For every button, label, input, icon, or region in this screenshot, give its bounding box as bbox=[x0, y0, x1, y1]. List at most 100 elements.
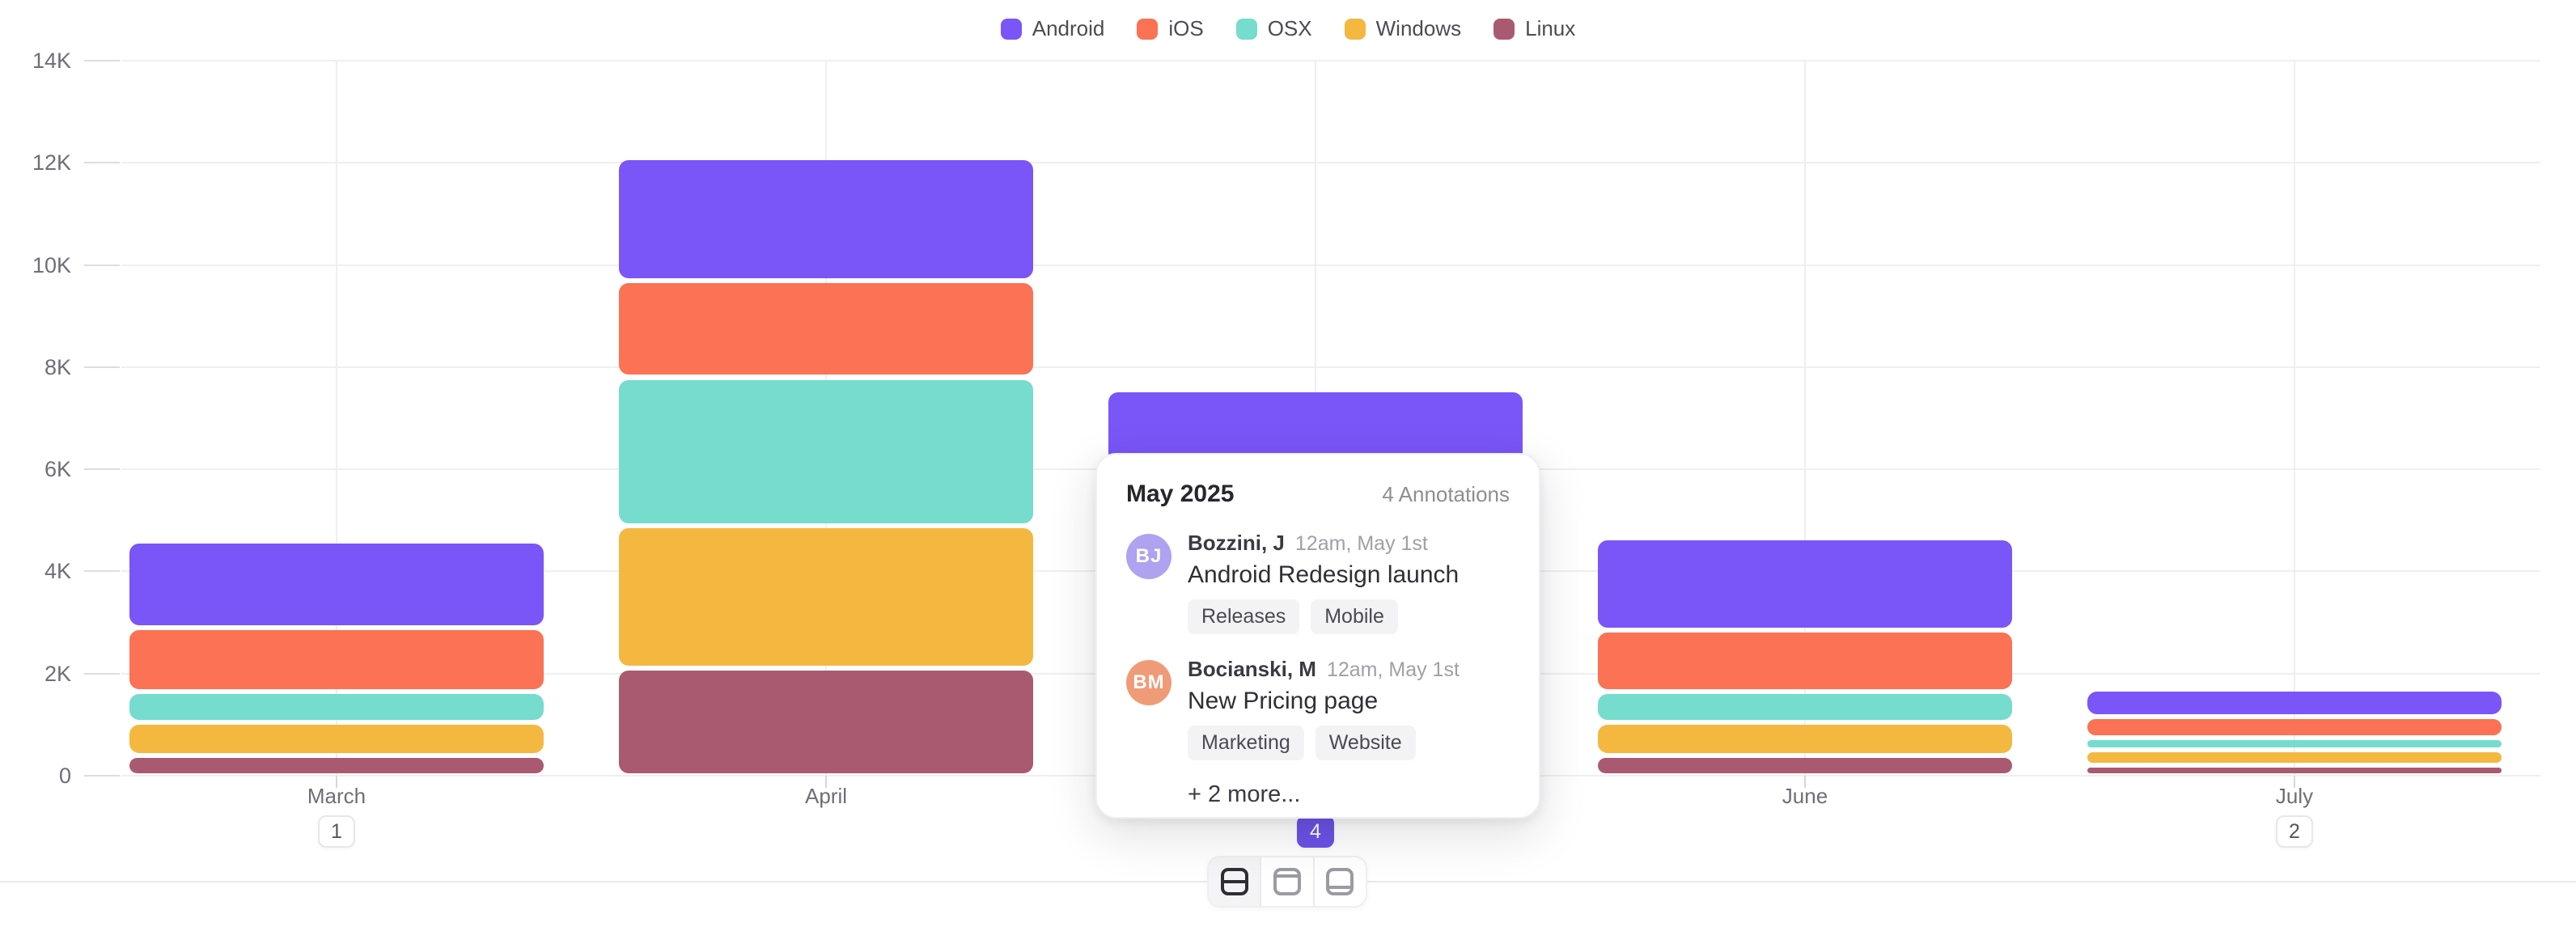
annotation-meta: Bocianski, M 12am, May 1st bbox=[1188, 657, 1460, 682]
annotation-tag: Mobile bbox=[1311, 599, 1398, 634]
bar-april-android[interactable] bbox=[619, 160, 1033, 278]
bar-june-android[interactable] bbox=[1598, 540, 2012, 628]
annotation-author: Bozzini, J bbox=[1188, 531, 1285, 555]
v-gridline bbox=[2294, 61, 2295, 776]
annotation-body: Bocianski, M 12am, May 1st New Pricing pag… bbox=[1188, 657, 1460, 760]
h-gridline bbox=[121, 162, 2540, 164]
annotation-tag: Website bbox=[1315, 726, 1416, 760]
annotation-time: 12am, May 1st bbox=[1326, 658, 1460, 681]
annotation-title: New Pricing page bbox=[1188, 688, 1379, 714]
annotation-tags: Marketing Website bbox=[1188, 726, 1460, 760]
h-gridline bbox=[121, 60, 2540, 62]
y-axis-label: 2K bbox=[44, 661, 71, 686]
annotation-badge-march[interactable]: 1 bbox=[318, 815, 355, 848]
x-axis-label-june: June bbox=[1782, 784, 1828, 808]
layout-switcher bbox=[1207, 856, 1367, 908]
bar-april-linux[interactable] bbox=[619, 671, 1033, 773]
x-axis-tick bbox=[825, 776, 827, 788]
annotation-author: Bocianski, M bbox=[1188, 657, 1316, 681]
x-axis-tick bbox=[2294, 776, 2295, 788]
legend-label: OSX bbox=[1267, 16, 1312, 40]
y-axis-label: 6K bbox=[44, 457, 71, 482]
avatar: BJ bbox=[1126, 534, 1171, 579]
annotation-tag: Marketing bbox=[1188, 726, 1304, 760]
annotation-badge-july[interactable]: 2 bbox=[2276, 815, 2313, 848]
annotation-badge-may[interactable]: 4 bbox=[1297, 815, 1334, 848]
popover-annotation-count: 4 Annotations bbox=[1382, 482, 1510, 506]
y-axis-tick bbox=[84, 60, 120, 62]
bar-april-osx[interactable] bbox=[619, 379, 1033, 523]
legend-label: iOS bbox=[1168, 16, 1204, 40]
x-axis-tick bbox=[1804, 776, 1806, 788]
v-gridline bbox=[1804, 61, 1806, 776]
h-gridline bbox=[121, 366, 2540, 368]
legend-item-windows[interactable]: Windows bbox=[1344, 16, 1462, 41]
bar-july-osx[interactable] bbox=[2087, 739, 2502, 748]
x-axis-label-march: March bbox=[307, 784, 366, 808]
x-axis-label-july: July bbox=[2275, 784, 2314, 808]
y-axis-label: 8K bbox=[44, 354, 71, 379]
y-axis-tick bbox=[84, 672, 120, 675]
layout-split-bottom-button[interactable] bbox=[1314, 857, 1366, 906]
legend-swatch-icon bbox=[1493, 18, 1515, 40]
chart-legend: Android iOS OSX Windows Linux bbox=[0, 16, 2576, 41]
bar-july-ios[interactable] bbox=[2087, 719, 2502, 735]
y-axis-label: 14K bbox=[32, 49, 71, 74]
x-axis-tick bbox=[336, 776, 337, 788]
layout-split-top-button[interactable] bbox=[1261, 857, 1315, 906]
bar-july-windows[interactable] bbox=[2087, 752, 2502, 764]
y-axis-tick bbox=[84, 775, 120, 777]
y-axis-tick bbox=[84, 468, 120, 471]
y-axis-label: 4K bbox=[44, 559, 71, 584]
y-axis-tick bbox=[84, 570, 120, 573]
v-gridline bbox=[336, 61, 337, 776]
legend-item-osx[interactable]: OSX bbox=[1235, 16, 1312, 41]
annotation-tag: Releases bbox=[1188, 599, 1300, 634]
h-gridline bbox=[121, 264, 2540, 266]
avatar: BM bbox=[1126, 660, 1171, 705]
legend-label: Windows bbox=[1375, 16, 1462, 40]
bar-march-linux[interactable] bbox=[129, 757, 544, 773]
annotation-list: BJ Bozzini, J 12am, May 1st Android Redesig… bbox=[1126, 531, 1510, 760]
y-axis-tick bbox=[84, 366, 120, 368]
y-axis-tick bbox=[84, 162, 120, 164]
legend-swatch-icon bbox=[1000, 18, 1022, 40]
legend-item-linux[interactable]: Linux bbox=[1493, 16, 1575, 41]
legend-item-ios[interactable]: iOS bbox=[1137, 16, 1204, 41]
annotation-time: 12am, May 1st bbox=[1294, 532, 1428, 555]
bar-march-ios[interactable] bbox=[129, 629, 544, 689]
square-middle-line-icon bbox=[1220, 868, 1248, 895]
bar-july-linux[interactable] bbox=[2087, 768, 2502, 773]
layout-split-middle-button[interactable] bbox=[1209, 857, 1262, 906]
bar-april-ios[interactable] bbox=[619, 282, 1033, 375]
y-axis-tick bbox=[84, 264, 120, 266]
legend-label: Android bbox=[1032, 16, 1105, 40]
y-axis-label: 12K bbox=[32, 150, 71, 176]
bar-june-windows[interactable] bbox=[1598, 724, 2012, 753]
show-more-annotations-link[interactable]: + 2 more... bbox=[1188, 781, 1301, 807]
annotation-tags: Releases Mobile bbox=[1188, 599, 1459, 634]
annotation-item: BJ Bozzini, J 12am, May 1st Android Redesig… bbox=[1126, 531, 1510, 634]
annotations-popover: May 2025 4 Annotations BJ Bozzini, J 12am,… bbox=[1095, 453, 1540, 819]
legend-label: Linux bbox=[1525, 16, 1576, 40]
annotation-item: BM Bocianski, M 12am, May 1st New Pricing p… bbox=[1126, 657, 1510, 760]
bar-june-osx[interactable] bbox=[1598, 693, 2012, 720]
legend-item-android[interactable]: Android bbox=[1000, 16, 1105, 41]
bar-april-windows[interactable] bbox=[619, 527, 1033, 667]
bar-june-ios[interactable] bbox=[1598, 633, 2012, 689]
bar-july-android[interactable] bbox=[2087, 691, 2502, 715]
popover-title: May 2025 bbox=[1126, 480, 1235, 507]
popover-header: May 2025 4 Annotations bbox=[1126, 480, 1510, 508]
bar-march-windows[interactable] bbox=[129, 724, 544, 753]
legend-swatch-icon bbox=[1235, 18, 1257, 40]
legend-swatch-icon bbox=[1137, 18, 1159, 40]
bar-march-osx[interactable] bbox=[129, 693, 544, 720]
square-bottom-line-icon bbox=[1326, 868, 1354, 895]
annotation-meta: Bozzini, J 12am, May 1st bbox=[1188, 531, 1459, 556]
square-top-line-icon bbox=[1273, 868, 1301, 895]
annotation-title: Android Redesign launch bbox=[1188, 561, 1460, 588]
bar-june-linux[interactable] bbox=[1598, 757, 2012, 773]
bar-march-android[interactable] bbox=[129, 543, 544, 625]
x-axis-label-april: April bbox=[804, 784, 847, 808]
